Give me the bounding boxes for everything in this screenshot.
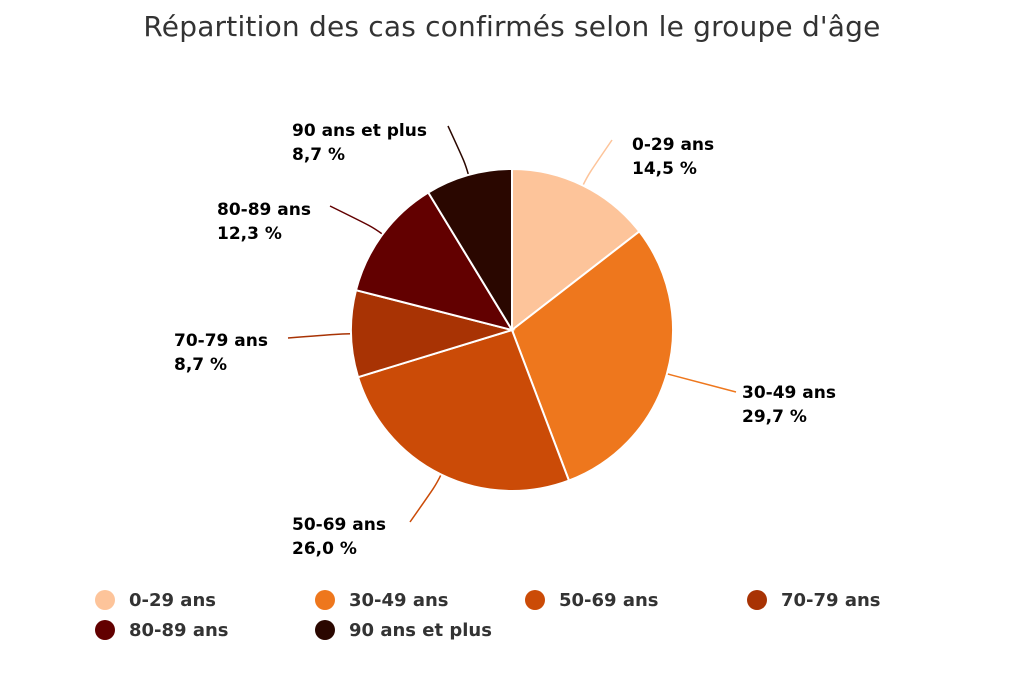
legend-label-3: 50-69 ans xyxy=(559,589,659,611)
slice-label-value-3: 26,0 % xyxy=(292,539,357,559)
pie-slice-4 xyxy=(350,288,516,379)
slice-label-value-4: 8,7 % xyxy=(174,355,227,375)
slice-label-value-2: 29,7 % xyxy=(742,407,807,427)
pie-slice-1 xyxy=(511,167,641,333)
legend-label-1: 0-29 ans xyxy=(129,589,216,611)
connector-line-4 xyxy=(287,333,352,339)
connector-line-6 xyxy=(447,125,470,176)
slice-label-name-5: 80-89 ans xyxy=(217,200,311,220)
slice-label-value-1: 14,5 % xyxy=(632,159,697,179)
legend-label-5: 80-89 ans xyxy=(129,619,229,641)
slice-label-value-6: 8,7 % xyxy=(292,145,345,165)
slice-label-value-5: 12,3 % xyxy=(217,224,282,244)
legend-dot-2 xyxy=(315,590,335,610)
legend-item-2[interactable]: 30-49 ans xyxy=(315,586,449,614)
slice-label-name-2: 30-49 ans xyxy=(742,383,836,403)
connector-line-1 xyxy=(582,139,613,186)
pie-slice-3 xyxy=(356,328,571,492)
connector-line-3 xyxy=(409,474,442,523)
slice-label-name-6: 90 ans et plus xyxy=(292,121,427,141)
legend-dot-5 xyxy=(95,620,115,640)
legend-dot-3 xyxy=(525,590,545,610)
slice-label-name-1: 0-29 ans xyxy=(632,135,714,155)
pie-chart: 0-29 ans 14,5 % 30-49 ans 29,7 % 50-69 ans 26… xyxy=(174,121,836,559)
legend-label-6: 90 ans et plus xyxy=(349,619,492,641)
pie-slice-2 xyxy=(510,230,674,482)
chart-title: Répartition des cas confirmés selon le g… xyxy=(143,10,881,43)
connector-line-2 xyxy=(666,373,737,393)
legend-item-6[interactable]: 90 ans et plus xyxy=(315,616,492,644)
legend-item-1[interactable]: 0-29 ans xyxy=(95,586,216,614)
legend-dot-6 xyxy=(315,620,335,640)
pie-slice-5 xyxy=(354,191,515,332)
slice-label-name-4: 70-79 ans xyxy=(174,331,268,351)
connector-line-5 xyxy=(329,205,384,235)
legend-dot-4 xyxy=(747,590,767,610)
legend-label-2: 30-49 ans xyxy=(349,589,449,611)
legend-item-5[interactable]: 80-89 ans xyxy=(95,616,229,644)
legend-dot-1 xyxy=(95,590,115,610)
pie-slice-6 xyxy=(426,167,513,334)
legend-item-3[interactable]: 50-69 ans xyxy=(525,586,659,614)
legend-label-4: 70-79 ans xyxy=(781,589,881,611)
legend-item-4[interactable]: 70-79 ans xyxy=(747,586,881,614)
slice-label-name-3: 50-69 ans xyxy=(292,515,386,535)
